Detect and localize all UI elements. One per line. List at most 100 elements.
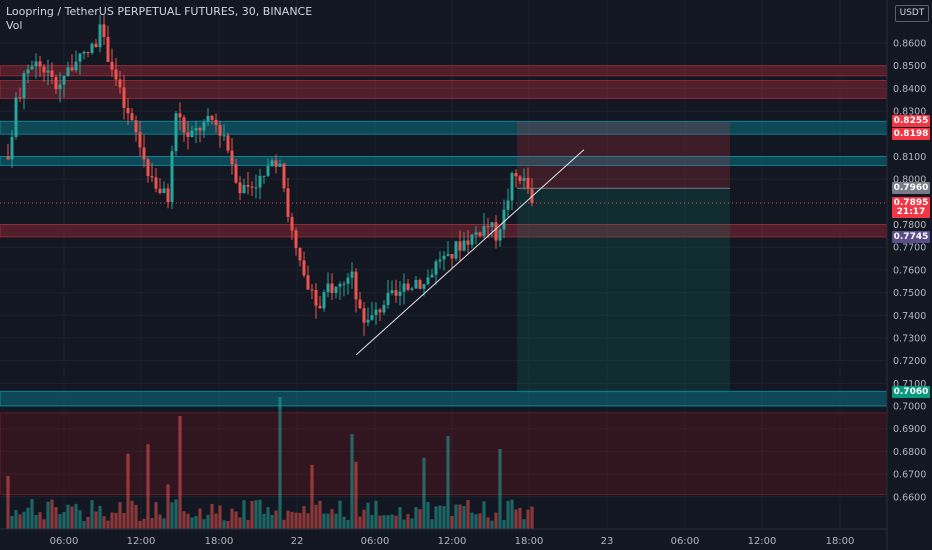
candle-body (258, 175, 262, 188)
volume-bar (154, 502, 158, 529)
take-profit-box[interactable] (517, 188, 730, 393)
entry-label: 0.7960 (892, 182, 930, 195)
candle-body (242, 184, 246, 194)
candle-body (502, 209, 506, 230)
candle-body (470, 234, 474, 245)
candle-body (182, 117, 186, 133)
price-zone[interactable] (0, 80, 888, 99)
volume-bar (282, 519, 286, 529)
candle-body (478, 232, 482, 236)
price-zone[interactable] (0, 65, 888, 77)
zone-top-label: 0.8255 (892, 115, 930, 128)
candle-body (238, 182, 242, 194)
volume-bar (178, 416, 182, 529)
volume-bar (218, 505, 222, 529)
volume-bar (62, 512, 66, 529)
volume-bar (318, 500, 322, 529)
price-tick: 0.7500 (893, 288, 926, 299)
volume-bar (10, 515, 14, 529)
price-tick: 0.8000 (893, 175, 926, 186)
trendline-drawing[interactable] (355, 149, 585, 356)
volume-bar (190, 517, 194, 529)
candle-body (398, 291, 402, 296)
candle-body (402, 283, 406, 292)
volume-bar (494, 512, 498, 529)
candle-body (46, 70, 50, 73)
candle-body (122, 87, 126, 108)
volume-indicator-label[interactable]: Vol (6, 19, 23, 32)
volume-bar (242, 500, 246, 529)
candle-body (270, 160, 274, 166)
time-tick: 12:00 (438, 536, 467, 547)
candle-body (294, 230, 298, 249)
candle-body (202, 122, 206, 131)
volume-bar (530, 506, 534, 529)
price-zone[interactable] (0, 120, 888, 135)
candle-body (78, 53, 82, 62)
candle-body (218, 125, 222, 136)
volume-bar (298, 512, 302, 529)
volume-bar (510, 499, 514, 529)
volume-bar (374, 500, 378, 529)
price-axis[interactable]: 0.8600 0.8500 0.8400 0.8300 0.8100 0.8000 0.78… (893, 39, 926, 504)
candle-body (442, 255, 446, 260)
candle-body (110, 61, 114, 70)
volume-bar (486, 517, 490, 529)
volume-bar (474, 514, 478, 529)
volume-bar (146, 444, 150, 529)
volume-bar (290, 511, 294, 529)
last-price-label: 0.7895 (892, 196, 930, 209)
price-zone[interactable] (0, 224, 888, 238)
volume-bar (402, 519, 406, 529)
volume-bar (502, 519, 506, 529)
price-tick: 0.8300 (893, 107, 926, 118)
volume-bar (86, 517, 90, 529)
candle-body (22, 73, 26, 99)
volume-bar (82, 520, 86, 529)
candle-body (506, 200, 510, 210)
volume-bar (150, 518, 154, 529)
price-tick: 0.7800 (893, 220, 926, 231)
trendline[interactable] (355, 149, 585, 356)
candle-body (6, 156, 10, 160)
candle-body (254, 187, 258, 189)
time-axis[interactable]: 06:00 12:00 18:00 22 06:00 12:00 18:00 23 06:00 1… (50, 536, 855, 547)
volume-bar (118, 502, 122, 529)
volume-bar (206, 514, 210, 529)
candle-body (326, 283, 330, 293)
volume-bar (110, 512, 114, 529)
price-zone[interactable] (0, 156, 888, 166)
volume-bar (278, 397, 282, 529)
stop-loss-box[interactable] (517, 121, 730, 189)
volume-bar (466, 500, 470, 529)
price-zone[interactable] (0, 390, 888, 407)
price-zone[interactable] (0, 412, 888, 495)
volume-bar (422, 457, 426, 529)
position-tool[interactable] (0, 121, 887, 393)
candle-body (34, 61, 38, 67)
candle-body (406, 283, 410, 290)
volume-bar (518, 507, 522, 529)
volume-bar (182, 511, 186, 529)
candle-body (54, 76, 58, 90)
candle-body (274, 160, 278, 167)
candle-body (26, 69, 30, 74)
volume-bar (230, 508, 234, 529)
volume-bar (498, 449, 502, 529)
volume-bar (222, 520, 226, 529)
symbol-title[interactable]: Loopring / TetherUS PERPETUAL FUTURES, 3… (6, 5, 313, 18)
volume-bar (38, 512, 42, 529)
price-tick: 0.7600 (893, 265, 926, 276)
volume-bar (418, 509, 422, 529)
currency-button[interactable]: USDT (895, 5, 929, 22)
target-label: 0.7060 (892, 386, 930, 399)
time-tick: 18:00 (205, 536, 234, 547)
volume-bar (322, 513, 326, 529)
price-tick: 0.8100 (893, 152, 926, 163)
candle-body (526, 177, 530, 189)
volume-bar (330, 509, 334, 529)
candle-body (386, 293, 390, 305)
price-tick: 0.8400 (893, 84, 926, 95)
volume-bar (18, 514, 22, 529)
